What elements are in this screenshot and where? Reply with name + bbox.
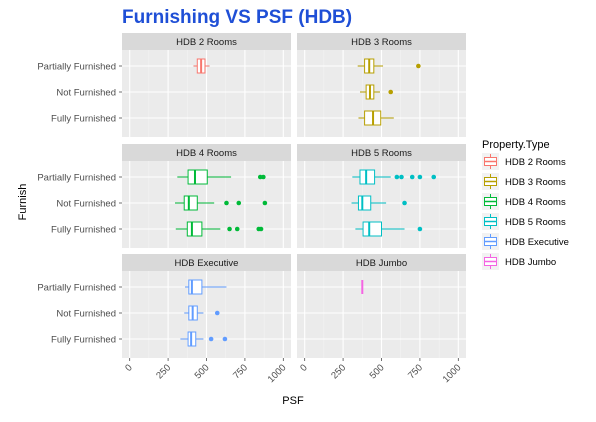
legend-item: HDB 5 Rooms — [482, 213, 566, 230]
x-tick-label: 1000 — [266, 362, 289, 385]
box — [184, 305, 220, 321]
outlier-point — [236, 200, 242, 206]
outlier-point — [261, 174, 266, 180]
box — [357, 58, 421, 74]
outlier-point — [224, 200, 229, 206]
y-axis-title: Furnish — [17, 184, 29, 221]
outlier-point — [388, 89, 394, 95]
legend-item: HDB 3 Rooms — [482, 173, 566, 190]
legend-label: HDB Executive — [505, 237, 569, 248]
facet-strip — [122, 254, 291, 271]
legend-label: HDB 4 Rooms — [505, 197, 566, 208]
box — [175, 195, 268, 211]
facet-panel: HDB 5 Rooms — [297, 144, 466, 248]
legend-item: HDB Jumbo — [482, 253, 556, 270]
x-tick-label: 500 — [368, 362, 387, 381]
y-tick-label: Partially Furnished — [37, 283, 116, 294]
box — [184, 279, 227, 295]
legend-label: HDB 3 Rooms — [505, 177, 566, 188]
outlier-point — [258, 226, 264, 232]
facet-strip — [297, 254, 466, 271]
facet-panel: HDB 2 Rooms — [122, 33, 291, 137]
outlier-point — [208, 336, 214, 342]
x-tick-label: 250 — [154, 362, 173, 381]
x-tick-label: 500 — [193, 362, 212, 381]
x-tick-label: 0 — [123, 362, 135, 374]
y-tick-label: Partially Furnished — [37, 62, 116, 73]
outlier-point — [431, 174, 437, 180]
facet-strip-label: HDB 3 Rooms — [351, 37, 412, 48]
facet-strip — [122, 33, 291, 50]
box-iqr — [362, 221, 382, 237]
y-tick-label: Fully Furnished — [51, 225, 116, 236]
facet-strip-label: HDB 4 Rooms — [176, 148, 237, 159]
outlier-point — [399, 174, 404, 180]
chart-title: Furnishing VS PSF (HDB) — [122, 7, 352, 28]
box — [352, 169, 437, 185]
outlier-point — [227, 226, 232, 232]
legend-label: HDB Jumbo — [505, 257, 556, 268]
facet-strip-label: HDB Executive — [175, 258, 239, 269]
x-axis-labels: 0 250 500 750 1000 0 250 500 750 1000 — [123, 358, 463, 385]
facet-panel: HDB Executive — [122, 254, 291, 358]
outlier-point — [417, 174, 423, 180]
box — [359, 84, 394, 100]
box-iqr — [357, 195, 372, 211]
box-iqr — [188, 279, 203, 295]
facet-panel: HDB Jumbo — [297, 254, 466, 358]
y-tick-label: Fully Furnished — [51, 335, 116, 346]
x-axis-title: PSF — [282, 395, 304, 407]
box — [177, 169, 266, 185]
outlier-point — [416, 63, 421, 69]
facet-panel: HDB 3 Rooms — [297, 33, 466, 137]
x-tick-label: 1000 — [441, 362, 464, 385]
facet-panels: HDB 2 Rooms HDB 3 Rooms HDB 4 Rooms HDB 5 R… — [122, 33, 466, 358]
outlier-point — [222, 336, 228, 342]
y-axis-labels: Partially Furnished Not Furnished Fully Fu… — [37, 62, 122, 346]
facet-strip — [297, 144, 466, 161]
facet-strip-label: HDB Jumbo — [356, 258, 407, 269]
x-tick-label: 250 — [329, 362, 348, 381]
legend-item: HDB 2 Rooms — [482, 153, 566, 170]
y-tick-label: Partially Furnished — [37, 173, 116, 184]
x-tick-label: 750 — [406, 362, 425, 381]
y-tick-label: Not Furnished — [56, 88, 116, 99]
y-tick-label: Not Furnished — [56, 199, 116, 210]
box — [355, 221, 423, 237]
legend-label: HDB 5 Rooms — [505, 217, 566, 228]
legend-item: HDB 4 Rooms — [482, 193, 566, 210]
outlier-point — [394, 174, 400, 180]
x-tick-label: 750 — [231, 362, 250, 381]
outlier-point — [409, 174, 415, 180]
outlier-point — [214, 310, 220, 316]
box — [193, 58, 210, 74]
y-tick-label: Fully Furnished — [51, 114, 116, 125]
y-tick-label: Not Furnished — [56, 309, 116, 320]
box — [175, 221, 264, 237]
box — [351, 195, 407, 211]
facet-strip-label: HDB 2 Rooms — [176, 37, 237, 48]
facet-panel: HDB 4 Rooms — [122, 144, 291, 248]
box — [358, 110, 394, 126]
legend-item: HDB Executive — [482, 233, 569, 250]
facet-strip — [122, 144, 291, 161]
legend-label: HDB 2 Rooms — [505, 157, 566, 168]
outlier-point — [417, 226, 423, 232]
box-iqr — [183, 195, 198, 211]
outlier-point — [402, 200, 407, 206]
box-iqr — [359, 169, 376, 185]
box-iqr — [187, 169, 208, 185]
outlier-point — [234, 226, 240, 232]
box-iqr — [186, 221, 203, 237]
legend-title: Property.Type — [482, 139, 550, 151]
outlier-point — [262, 200, 268, 206]
box — [180, 331, 228, 347]
x-tick-label: 0 — [298, 362, 310, 374]
facet-strip — [297, 33, 466, 50]
facet-strip-label: HDB 5 Rooms — [351, 148, 412, 159]
legend: Property.Type HDB 2 Rooms HDB 3 Rooms HDB … — [482, 139, 569, 270]
